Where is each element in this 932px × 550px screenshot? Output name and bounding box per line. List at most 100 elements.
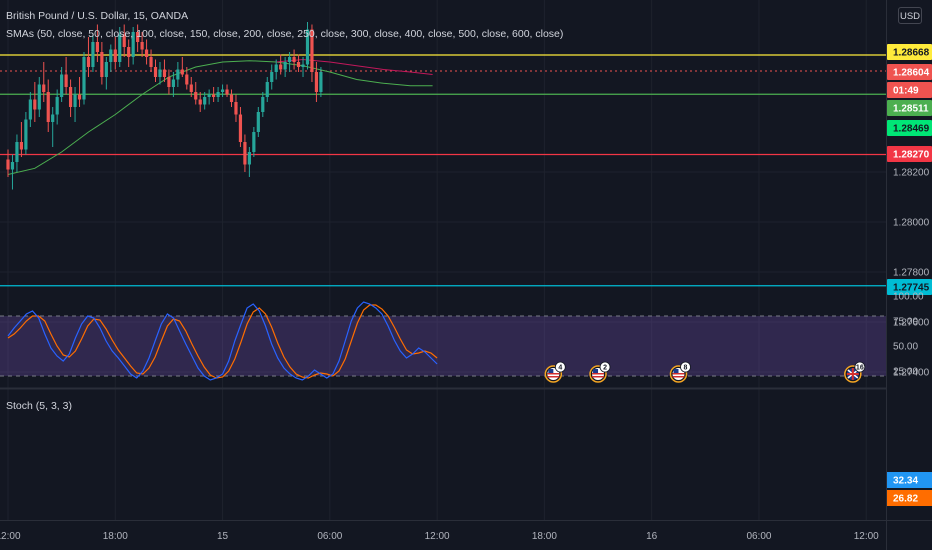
candle-body[interactable] [136, 32, 140, 42]
candle-body[interactable] [265, 82, 269, 97]
time-tick: 18:00 [532, 531, 557, 542]
price-tag[interactable]: 1.27745 [887, 279, 932, 295]
candle-body[interactable] [55, 97, 59, 115]
candle-body[interactable] [68, 87, 73, 107]
candle-body[interactable] [24, 119, 28, 150]
candle-body[interactable] [180, 69, 184, 75]
candle-body[interactable] [162, 69, 167, 78]
price-tag-label: 1.28668 [893, 48, 930, 59]
candle-body[interactable] [220, 89, 225, 93]
candle-body[interactable] [144, 49, 149, 58]
stoch-tag[interactable]: 26.82 [887, 490, 932, 506]
candle-body[interactable] [42, 84, 46, 93]
candle-body[interactable] [64, 74, 68, 88]
candle-body[interactable] [319, 72, 323, 92]
price-tag-label: 1.27745 [893, 283, 930, 294]
candle-body[interactable] [274, 64, 278, 73]
candle-body[interactable] [296, 62, 301, 67]
candle-body[interactable] [212, 94, 216, 98]
price-axis[interactable]: 1.28200 1.28000 1.27800 1.27600 1.27400 1.286… [887, 44, 932, 379]
stoch-k-line [7, 301, 438, 381]
candle-body[interactable] [122, 34, 126, 48]
price-tag[interactable]: 1.28668 [887, 44, 932, 60]
candle-body[interactable] [73, 94, 77, 108]
candle-body[interactable] [167, 77, 171, 87]
candle-body[interactable] [314, 72, 319, 92]
stoch-tag[interactable]: 32.34 [887, 472, 932, 488]
candle-body[interactable] [243, 142, 247, 165]
price-tag[interactable]: 1.28511 [887, 100, 932, 116]
event-marker[interactable]: 8 [669, 361, 691, 383]
candle-body[interactable] [292, 57, 296, 62]
candle-body[interactable] [51, 114, 55, 123]
candle-body[interactable] [279, 64, 283, 70]
candle-body[interactable] [158, 69, 162, 78]
candle-body[interactable] [33, 99, 37, 110]
candle-body[interactable] [176, 69, 180, 80]
economic-events[interactable]: 4 2 8 16 [544, 361, 866, 383]
price-tag[interactable]: 1.28469 [887, 120, 932, 136]
candle-body[interactable] [305, 29, 310, 65]
candle-body[interactable] [171, 79, 175, 88]
candle-body[interactable] [283, 62, 287, 70]
candle-body[interactable] [91, 42, 95, 67]
candle-body[interactable] [252, 132, 256, 152]
event-marker[interactable]: 2 [589, 361, 611, 383]
price-tag[interactable]: 1.28604 [887, 64, 932, 80]
candle-body[interactable] [256, 112, 260, 132]
candle-body[interactable] [86, 57, 91, 67]
candle-body[interactable] [229, 94, 234, 103]
candle-body[interactable] [109, 49, 113, 63]
candle-body[interactable] [185, 74, 189, 85]
candle-body[interactable] [189, 84, 193, 93]
event-marker[interactable]: 4 [544, 361, 566, 383]
candle-body[interactable] [6, 159, 10, 170]
candle-body[interactable] [19, 142, 24, 150]
candle-body[interactable] [261, 97, 265, 112]
candle-body[interactable] [207, 94, 211, 98]
candle-body[interactable] [15, 142, 19, 162]
candle-body[interactable] [131, 32, 135, 57]
candle-body[interactable] [46, 92, 50, 122]
candle-body[interactable] [270, 72, 274, 82]
candle-body[interactable] [140, 42, 144, 50]
candle-body[interactable] [37, 84, 41, 110]
candle-body[interactable] [77, 94, 82, 100]
stoch-legend[interactable]: Stoch (5, 3, 3) [6, 400, 72, 412]
candle-body[interactable] [234, 102, 238, 115]
time-axis[interactable]: 12:00 18:00 15 06:00 12:00 18:00 16 06:00 12:00 [0, 531, 879, 542]
candle-body[interactable] [153, 67, 158, 77]
candle-body[interactable] [225, 89, 229, 95]
candle-body[interactable] [113, 49, 117, 63]
currency-button[interactable]: USD [898, 7, 922, 24]
stoch-band-fill [0, 316, 886, 376]
candle-body[interactable] [310, 29, 314, 73]
candle-body[interactable] [10, 162, 15, 170]
candle-body[interactable] [216, 92, 220, 97]
price-tag[interactable]: 01:49 [887, 82, 932, 98]
candle-body[interactable] [118, 34, 122, 63]
candle-body[interactable] [95, 42, 99, 52]
sma-legend[interactable]: SMAs (50, close, 50, close, 100, close, … [6, 28, 564, 40]
candle-body[interactable] [301, 64, 305, 68]
candle-body[interactable] [238, 114, 243, 143]
candle-body[interactable] [247, 152, 251, 165]
candle-body[interactable] [198, 99, 202, 105]
candle-body[interactable] [28, 99, 32, 120]
candle-body[interactable] [82, 57, 86, 100]
symbol-title[interactable]: British Pound / U.S. Dollar, 15, OANDA [6, 10, 189, 22]
candle-body[interactable] [149, 57, 153, 67]
stoch-band [0, 315, 886, 377]
stoch-axis[interactable]: 100.00 75.00 50.00 25.00 32.34 26.82 [887, 292, 932, 507]
price-tag[interactable]: 1.28270 [887, 146, 932, 162]
candle-body[interactable] [127, 47, 131, 57]
candle-body[interactable] [100, 52, 104, 77]
event-marker[interactable]: 16 [844, 361, 866, 383]
candle-body[interactable] [194, 92, 198, 100]
candle-body[interactable] [60, 74, 64, 98]
candle-body[interactable] [203, 97, 207, 105]
candle-body[interactable] [288, 57, 292, 62]
candlestick-series[interactable] [6, 22, 323, 190]
candle-body[interactable] [104, 62, 108, 77]
